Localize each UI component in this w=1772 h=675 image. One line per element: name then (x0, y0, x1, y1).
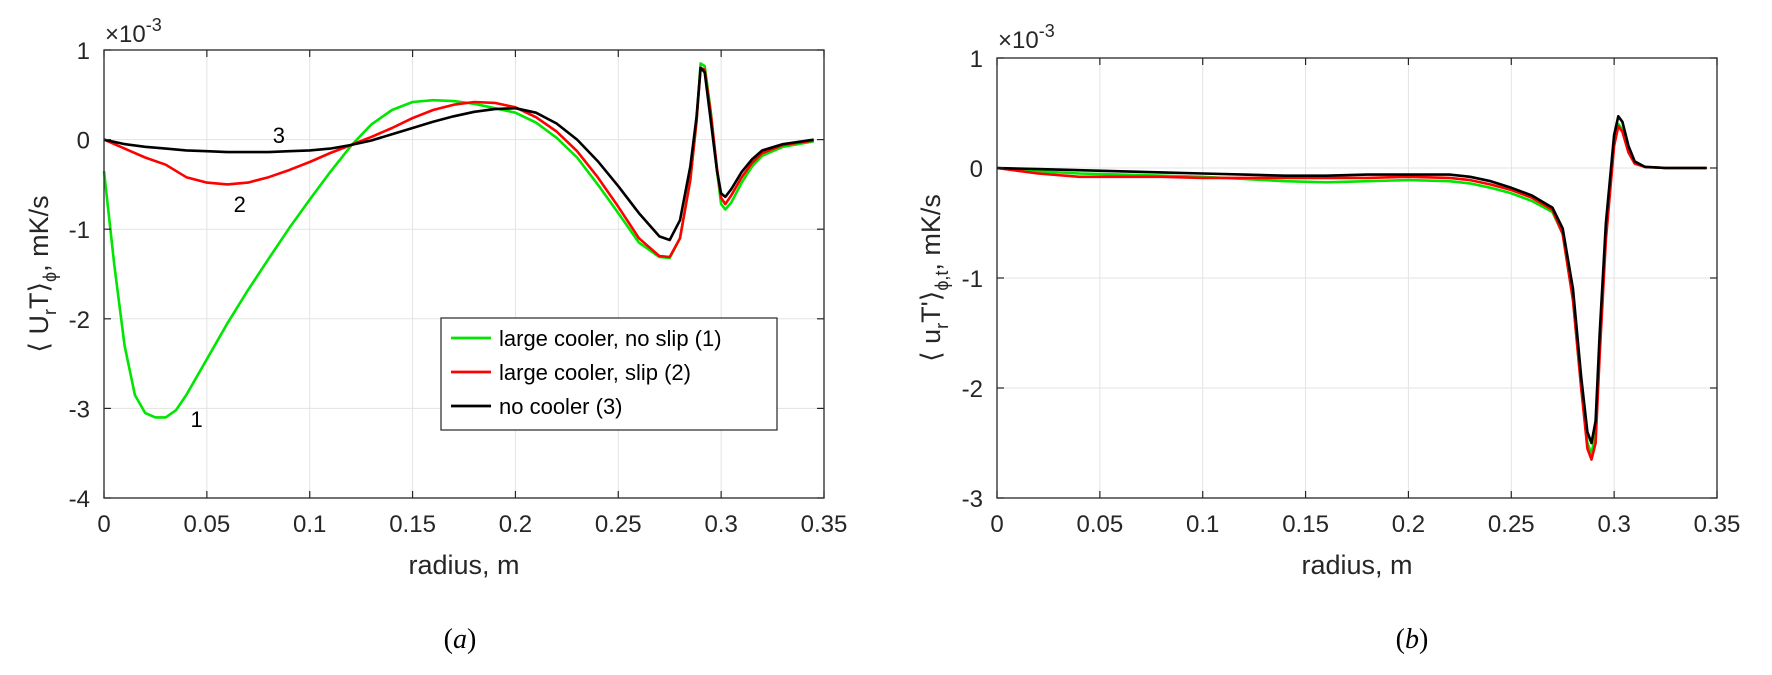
x-tick-label: 0.25 (595, 511, 642, 538)
legend-entry: no cooler (3) (499, 394, 623, 419)
y-tick-label: -2 (69, 307, 90, 334)
x-tick-label: 0.05 (183, 511, 230, 538)
x-tick-label: 0.15 (389, 511, 436, 538)
y-tick-label: -2 (962, 376, 983, 403)
y-tick-label: -3 (962, 486, 983, 513)
x-tick-label: 0.25 (1488, 511, 1535, 538)
series-line-3 (996, 115, 1707, 445)
y-axis-label: ⟨ UrT⟩ϕ, mK/s (24, 195, 60, 352)
curve-annotation: 3 (273, 123, 285, 148)
chart-panel-b: 0 0.05 0.1 0.15 0.2 0.25 0.3 0.35 -3 -2 -1 0 1 ×10-3 r… (916, 21, 1740, 655)
series-line-3 (103, 66, 814, 242)
y-tick-label: -3 (69, 396, 90, 423)
plot-area (104, 50, 824, 498)
curve-annotation: 2 (234, 192, 246, 217)
legend-box (440, 317, 778, 431)
x-tick-label: 0.2 (1392, 511, 1425, 538)
y-tick-label: -1 (69, 217, 90, 244)
panel-caption: (b) (1396, 624, 1429, 655)
panel-caption: (a) (444, 624, 477, 655)
axes-box (103, 49, 825, 499)
y-tick-label: 1 (77, 38, 90, 65)
curve-annotation: 1 (190, 407, 202, 432)
x-axis-label: radius, m (408, 550, 519, 580)
x-tick-label: 0.1 (293, 511, 326, 538)
y-tick-label: 0 (970, 156, 983, 183)
x-tick-label: 0 (97, 511, 110, 538)
y-exponent-label: ×10-3 (998, 21, 1055, 54)
x-tick-label: 0.15 (1282, 511, 1329, 538)
x-tick-label: 0.05 (1076, 511, 1123, 538)
y-tick-label: 1 (970, 46, 983, 73)
x-tick-label: 0.2 (499, 511, 532, 538)
chart-panel-a: 0 0.05 0.1 0.15 0.2 0.25 0.3 0.35 -4 -3 -2 -1 0 1 ×10-… (24, 15, 847, 655)
x-tick-label: 0.3 (1597, 511, 1630, 538)
y-tick-label: -1 (962, 266, 983, 293)
x-tick-label: 0.1 (1186, 511, 1219, 538)
legend-entry: large cooler, no slip (1) (499, 326, 722, 351)
y-tick-label: 0 (77, 128, 90, 155)
y-exponent-label: ×10-3 (105, 15, 162, 48)
y-tick-label: -4 (69, 486, 90, 513)
x-tick-label: 0 (990, 511, 1003, 538)
x-tick-label: 0.35 (801, 511, 848, 538)
y-axis-label: ⟨ urT'⟩ϕ,t, mK/s (916, 194, 952, 362)
x-tick-label: 0.3 (704, 511, 737, 538)
x-axis-label: radius, m (1301, 550, 1412, 580)
x-tick-label: 0.35 (1694, 511, 1741, 538)
legend-entry: large cooler, slip (2) (499, 360, 691, 385)
